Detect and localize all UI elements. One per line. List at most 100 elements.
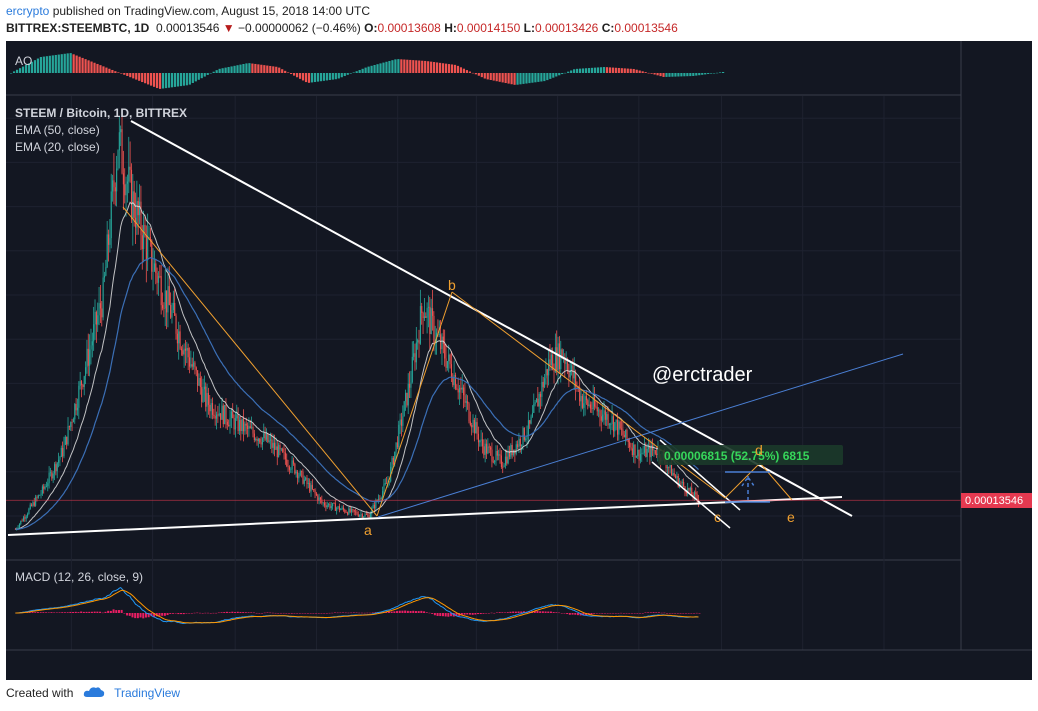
candle-body [291,460,293,470]
candle-body [164,290,166,309]
candle-body [616,419,619,435]
candle-body [311,484,313,490]
candle-body [673,472,675,476]
axes [6,41,1032,651]
candle-body [480,439,482,441]
wave-line-b [376,291,453,517]
candle-body [224,405,226,425]
ao-bar [704,73,707,75]
symbol-label: BITTREX:STEEMBTC, 1D [6,21,150,35]
ao-bar [33,60,37,73]
ao-bar [337,73,340,79]
macd-histogram-bar [182,613,185,615]
macd-histogram-bar [363,612,366,614]
candle-body [321,499,323,503]
candle-body [468,403,470,422]
candle-body [575,372,577,387]
macd-histogram-bar [676,613,679,614]
tradingview-link[interactable]: TradingView [114,686,181,700]
down-arrow-icon: ▼ [222,21,235,35]
candle-body [498,454,500,456]
candle-body [548,359,550,376]
candle-body [599,410,601,417]
macd-histogram-bar [274,612,277,614]
macd-histogram-bar [485,613,488,614]
candle-body [494,460,496,463]
macd-histogram-bar [371,612,374,614]
candle-body [373,504,376,509]
macd-histogram-bar [228,612,231,613]
candle-body [639,453,642,461]
ao-bar [263,65,266,73]
author-link[interactable]: ercrypto [6,4,50,18]
candle-body [297,471,299,479]
macd-histogram-bar [663,612,666,614]
macd-histogram-bar [282,612,285,614]
ao-bar [495,73,498,82]
ao-bar [123,73,126,75]
candle-body [537,398,539,407]
candle-body [226,421,228,425]
ao-bar [141,73,144,83]
candle-body [91,341,93,346]
ao-bar [81,57,84,73]
macd-histogram-bar [568,613,571,615]
candle-body [642,452,644,454]
candle-body [594,397,596,407]
ao-bar [641,71,644,73]
ao-pane [10,53,725,89]
candle-body [243,418,245,432]
candle-body [500,455,502,467]
candle-body [272,442,274,448]
ao-bar [60,54,63,73]
candle-body [56,462,58,472]
candle-body [392,457,394,465]
ao-bar [546,73,549,81]
candle-body [353,509,355,512]
ao-bar [197,73,200,80]
macd-histogram-bar [325,613,328,614]
ao-bar [450,64,454,73]
macd-histogram-bar [679,613,682,614]
ao-bar [421,60,424,73]
candle-body [228,424,230,427]
candle-body [402,416,404,426]
macd-histogram-bar [652,612,655,613]
ao-bar [105,67,108,73]
measure-box [658,445,843,465]
candle-body [541,381,543,397]
macd-histogram-bar [142,613,145,619]
ao-bar [573,69,576,73]
candle-body [677,476,679,487]
candle-body [643,446,646,453]
macd-histogram-bar [279,612,282,614]
candle-body [564,357,566,364]
candle-body [340,509,342,511]
ao-bar [111,69,114,73]
candle-body [236,415,238,419]
macd-histogram-bar [622,613,625,614]
ao-bar [379,63,382,73]
candle-body [665,462,667,469]
candle-body [336,507,338,511]
ao-bar [51,55,54,73]
candle-body [380,497,382,499]
candle-body [452,378,454,386]
macd-histogram-bar [93,611,96,613]
macd-histogram-bar [433,613,436,616]
macd-histogram-bar [320,613,323,614]
macd-histogram-bar [468,613,471,615]
macd-histogram-bar [250,612,253,613]
candle-body [66,436,68,445]
chart-canvas[interactable]: AO STEEM / Bitcoin, 1D, BITTREX EMA (50,… [0,40,1038,681]
ao-bar [331,73,334,80]
candle-body [267,433,269,442]
macd-histogram-bar [601,613,604,614]
ao-bar [117,72,120,73]
candle-body [59,456,61,460]
ao-bar [391,60,394,73]
candle-body [432,308,434,316]
candle-body [93,324,95,342]
ao-bar [287,72,290,73]
candle-body [191,364,193,367]
